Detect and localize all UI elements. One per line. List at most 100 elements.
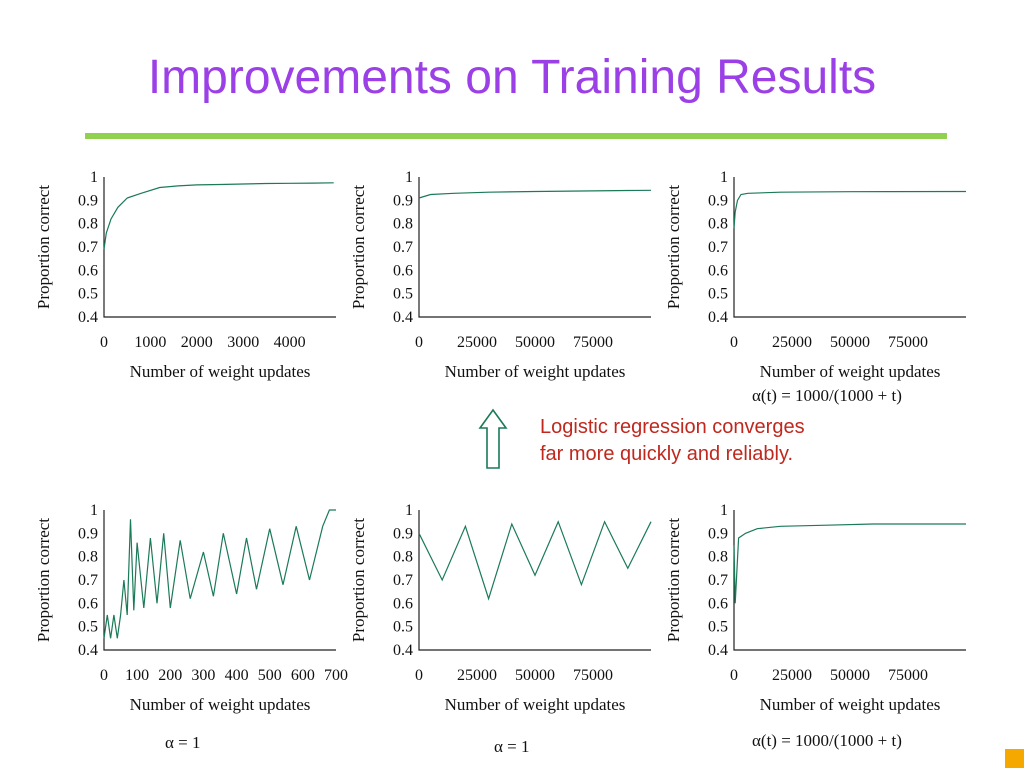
y-tick-label: 0.7 [78,572,98,589]
y-tick-label: 0.9 [78,192,98,209]
y-tick-label: 1 [405,169,413,186]
x-axis-label: Number of weight updates [445,695,626,714]
axis-lines [418,177,651,318]
y-tick-label: 0.8 [78,216,98,233]
x-tick-label: 0 [100,334,108,351]
y-tick-label: 0.4 [393,642,413,659]
y-tick-label: 0.5 [393,286,413,303]
axis-lines [733,177,966,318]
x-axis-label: Number of weight updates [760,362,941,381]
y-tick-label: 0.5 [708,286,728,303]
series-line [418,520,652,601]
axis-lines [733,510,966,651]
y-tick-label: 0.7 [708,239,728,256]
y-tick-label: 0.9 [393,525,413,542]
y-tick-label: 0.7 [78,239,98,256]
y-tick-label: 0.9 [708,525,728,542]
y-tick-label: 0.6 [78,595,98,612]
y-tick-label: 0.9 [708,192,728,209]
y-tick-label: 0.8 [393,549,413,566]
x-tick-label: 0 [730,334,738,351]
y-tick-label: 0.4 [708,642,728,659]
y-tick-label: 0.8 [708,216,728,233]
y-axis-label: Proportion correct [349,518,368,642]
x-tick-label: 0 [730,667,738,684]
y-tick-label: 0.4 [708,309,728,326]
x-tick-label: 75000 [888,667,928,684]
title-underline [85,133,947,139]
x-tick-label: 0 [415,667,423,684]
y-axis-label: Proportion correct [34,185,53,309]
y-axis-label: Proportion correct [34,518,53,642]
y-tick-label: 1 [720,502,728,519]
x-tick-label: 400 [225,667,249,684]
series-line [103,509,336,639]
x-axis-label: Number of weight updates [760,695,941,714]
x-tick-label: 75000 [573,334,613,351]
x-tick-label: 25000 [772,334,812,351]
y-tick-label: 0.7 [393,572,413,589]
y-tick-label: 0.5 [78,286,98,303]
series-line [733,190,967,229]
chart-bottom-left: 0.4 0.5 0.6 0.7 0.8 0.9 1 0 100 200 300 400 500 600 70… [34,502,348,714]
x-tick-label: 50000 [515,334,555,351]
axis-lines [103,510,336,651]
x-tick-label: 300 [191,667,215,684]
x-axis-label: Number of weight updates [130,695,311,714]
x-tick-label: 4000 [274,334,306,351]
y-tick-label: 0.6 [393,595,413,612]
x-tick-label: 200 [158,667,182,684]
chart-top-left: 0.4 0.5 0.6 0.7 0.8 0.9 1 0 1000 2000 3000 4000 Numb… [34,169,336,381]
convergence-note: Logistic regression converges far more q… [540,414,805,468]
x-tick-label: 600 [291,667,315,684]
y-axis-label: Proportion correct [349,185,368,309]
formula-bottom-middle: α = 1 [494,737,530,756]
y-tick-label: 0.6 [393,262,413,279]
x-tick-label: 50000 [830,334,870,351]
x-tick-label: 3000 [227,334,259,351]
chart-bottom-middle: 0.4 0.5 0.6 0.7 0.8 0.9 1 0 25000 50000 75000 Numbe… [349,502,652,714]
y-tick-label: 0.7 [393,239,413,256]
formula-top-right: α(t) = 1000/(1000 + t) [752,386,902,405]
x-tick-label: 0 [415,334,423,351]
y-tick-label: 0.6 [708,262,728,279]
y-tick-label: 0.5 [708,619,728,636]
formula-bottom-right: α(t) = 1000/(1000 + t) [752,731,902,750]
y-tick-label: 0.4 [78,642,98,659]
x-tick-label: 75000 [888,334,928,351]
note-line-2: far more quickly and reliably. [540,443,794,465]
y-tick-label: 0.8 [708,549,728,566]
x-tick-label: 25000 [457,334,497,351]
x-tick-label: 25000 [772,667,812,684]
y-axis-label: Proportion correct [664,185,683,309]
x-tick-label: 500 [258,667,282,684]
axis-lines [418,510,651,651]
y-tick-label: 0.5 [393,619,413,636]
slide-title: Improvements on Training Results [147,51,877,104]
x-tick-label: 75000 [573,667,613,684]
y-tick-label: 0.4 [78,309,98,326]
axis-lines [103,177,336,318]
x-tick-label: 700 [324,667,348,684]
note-line-1: Logistic regression converges [540,416,805,438]
y-tick-label: 1 [405,502,413,519]
series-line [418,189,652,199]
chart-top-middle: 0.4 0.5 0.6 0.7 0.8 0.9 1 0 25000 50000 75000 Numbe… [349,169,652,381]
y-tick-label: 0.6 [78,262,98,279]
y-tick-label: 0.9 [393,192,413,209]
y-tick-label: 1 [90,502,98,519]
series-line [103,182,334,250]
formula-bottom-left: α = 1 [165,733,201,752]
x-tick-label: 50000 [830,667,870,684]
y-tick-label: 0.8 [393,216,413,233]
y-tick-label: 0.4 [393,309,413,326]
y-axis-label: Proportion correct [664,518,683,642]
chart-bottom-right: 0.4 0.5 0.6 0.7 0.8 0.9 1 0 25000 50000 75000 Numbe… [664,502,966,714]
y-tick-label: 0.9 [78,525,98,542]
corner-accent-square [1005,749,1024,768]
x-tick-label: 1000 [134,334,166,351]
x-tick-label: 2000 [181,334,213,351]
x-axis-label: Number of weight updates [130,362,311,381]
y-tick-label: 1 [720,169,728,186]
y-tick-label: 0.6 [708,595,728,612]
